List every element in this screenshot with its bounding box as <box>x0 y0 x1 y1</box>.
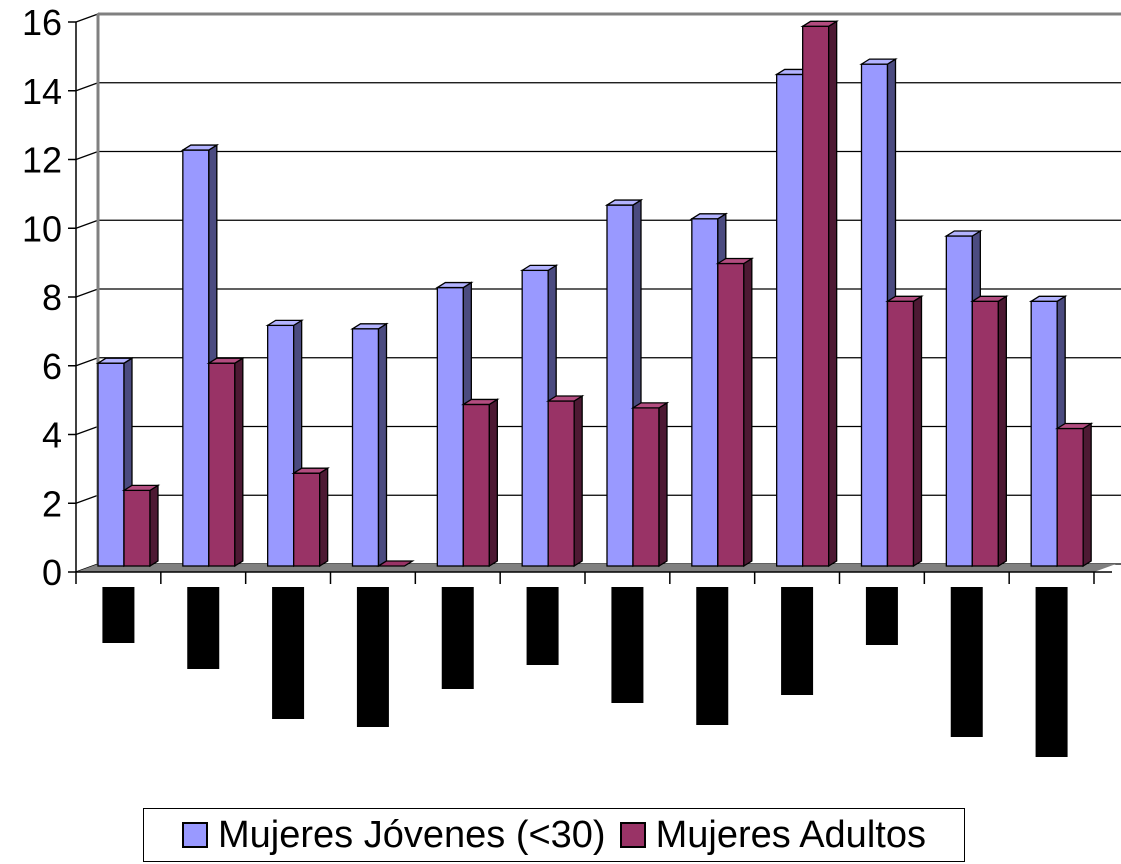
bar-adultos-side <box>488 398 498 568</box>
legend-label-jovenes: Mujeres Jóvenes (<30) <box>218 813 606 856</box>
x-category-label <box>865 587 898 645</box>
bar-adultos-side <box>658 401 668 568</box>
x-category-label <box>781 587 814 695</box>
y-tick-label: 4 <box>42 415 62 456</box>
bar-adultos <box>717 262 745 567</box>
bar-jovenes <box>606 204 634 567</box>
gridline-side <box>75 357 99 367</box>
gridline-side <box>75 425 99 436</box>
bar-adultos <box>123 489 151 567</box>
bar-adultos <box>802 25 830 567</box>
bar-adultos-top <box>206 357 246 364</box>
bar-adultos-top <box>291 467 330 474</box>
bar-adultos <box>1056 427 1084 567</box>
gridline-side <box>75 82 99 92</box>
legend-swatch-adultos <box>619 822 646 848</box>
x-category-label <box>1035 587 1068 757</box>
gridline-side <box>75 150 99 161</box>
x-category-label <box>441 587 474 689</box>
bar-jovenes <box>1030 300 1058 567</box>
bar-jovenes-top <box>519 264 559 272</box>
bar-jovenes-top <box>265 319 304 327</box>
bar-jovenes <box>182 149 210 567</box>
bar-adultos-side <box>319 467 329 568</box>
bar-jovenes <box>521 269 549 567</box>
bar-adultos-side <box>234 357 244 568</box>
x-category-label <box>611 587 644 703</box>
bar-adultos <box>293 472 321 567</box>
bar-adultos <box>632 407 660 567</box>
bar-jovenes <box>436 286 464 567</box>
gridline-side <box>75 219 99 229</box>
legend-item-adultos: Mujeres Adultos <box>619 813 926 857</box>
x-category-label <box>187 587 220 669</box>
bar-adultos-side <box>1082 422 1092 568</box>
bar-jovenes <box>945 235 973 567</box>
bar-jovenes-top <box>95 357 135 364</box>
chart-floor <box>76 564 1116 572</box>
gridline-side <box>75 13 99 23</box>
y-tick-label: 6 <box>42 346 62 387</box>
bar-adultos <box>547 400 575 567</box>
y-tick-label: 0 <box>42 552 62 593</box>
x-category-label <box>356 587 389 727</box>
x-category-label <box>696 587 729 725</box>
gridline-side <box>75 494 99 504</box>
bar-adultos-side <box>743 257 753 568</box>
legend-item-jovenes: Mujeres Jóvenes (<30) <box>182 814 606 857</box>
y-tick-label: 2 <box>42 483 62 524</box>
bar-jovenes-top <box>1028 295 1068 302</box>
y-tick-label: 14 <box>22 71 62 112</box>
x-category-label <box>526 587 559 665</box>
bar-adultos-top <box>630 402 670 409</box>
bar-jovenes-side <box>377 322 388 568</box>
bar-adultos <box>208 362 236 567</box>
bar-jovenes <box>776 73 804 567</box>
bar-jovenes <box>97 362 125 567</box>
bar-adultos-side <box>828 20 838 568</box>
legend-swatch-jovenes <box>182 822 209 848</box>
bar-jovenes-top <box>859 58 898 65</box>
legend: Mujeres Jóvenes (<30) Mujeres Adultos <box>143 808 965 862</box>
bar-adultos <box>376 560 415 567</box>
bar-jovenes-top <box>689 213 729 220</box>
bar-adultos-side <box>149 484 159 568</box>
y-tick-label: 12 <box>22 140 62 181</box>
bar-adultos <box>971 300 999 567</box>
y-tick-label: 8 <box>42 277 62 318</box>
bar-jovenes-top <box>180 144 220 151</box>
bar-adultos-top <box>1054 422 1094 430</box>
y-tick-label: 10 <box>22 208 62 249</box>
x-category-label <box>950 587 983 737</box>
bar-adultos <box>462 403 490 567</box>
bar-adultos-side <box>912 295 923 568</box>
bar-adultos-top <box>545 395 585 402</box>
y-tick-label: 16 <box>22 2 62 43</box>
gridline-side <box>75 288 99 298</box>
bar-adultos-top <box>715 257 755 265</box>
bar-jovenes <box>860 63 889 567</box>
bar-jovenes-top <box>350 323 389 330</box>
bar-adultos-top <box>970 295 1009 302</box>
bar-adultos-side <box>573 394 583 568</box>
bar-adultos-top <box>461 398 500 406</box>
bar-jovenes <box>267 324 295 567</box>
legend-label-adultos: Mujeres Adultos <box>655 813 926 856</box>
x-category-label <box>272 587 305 719</box>
bar-jovenes-top <box>944 230 983 237</box>
bar-jovenes <box>691 218 719 567</box>
bar-jovenes-top <box>604 199 644 206</box>
x-category-label <box>102 587 135 643</box>
bar-adultos-top <box>800 20 839 27</box>
bar-adultos-side <box>997 295 1007 568</box>
bar-adultos-top <box>121 484 161 492</box>
bar-adultos <box>886 300 915 567</box>
bar-jovenes <box>351 328 380 567</box>
bar-adultos-top <box>885 295 924 302</box>
bar-jovenes-top <box>435 281 474 289</box>
